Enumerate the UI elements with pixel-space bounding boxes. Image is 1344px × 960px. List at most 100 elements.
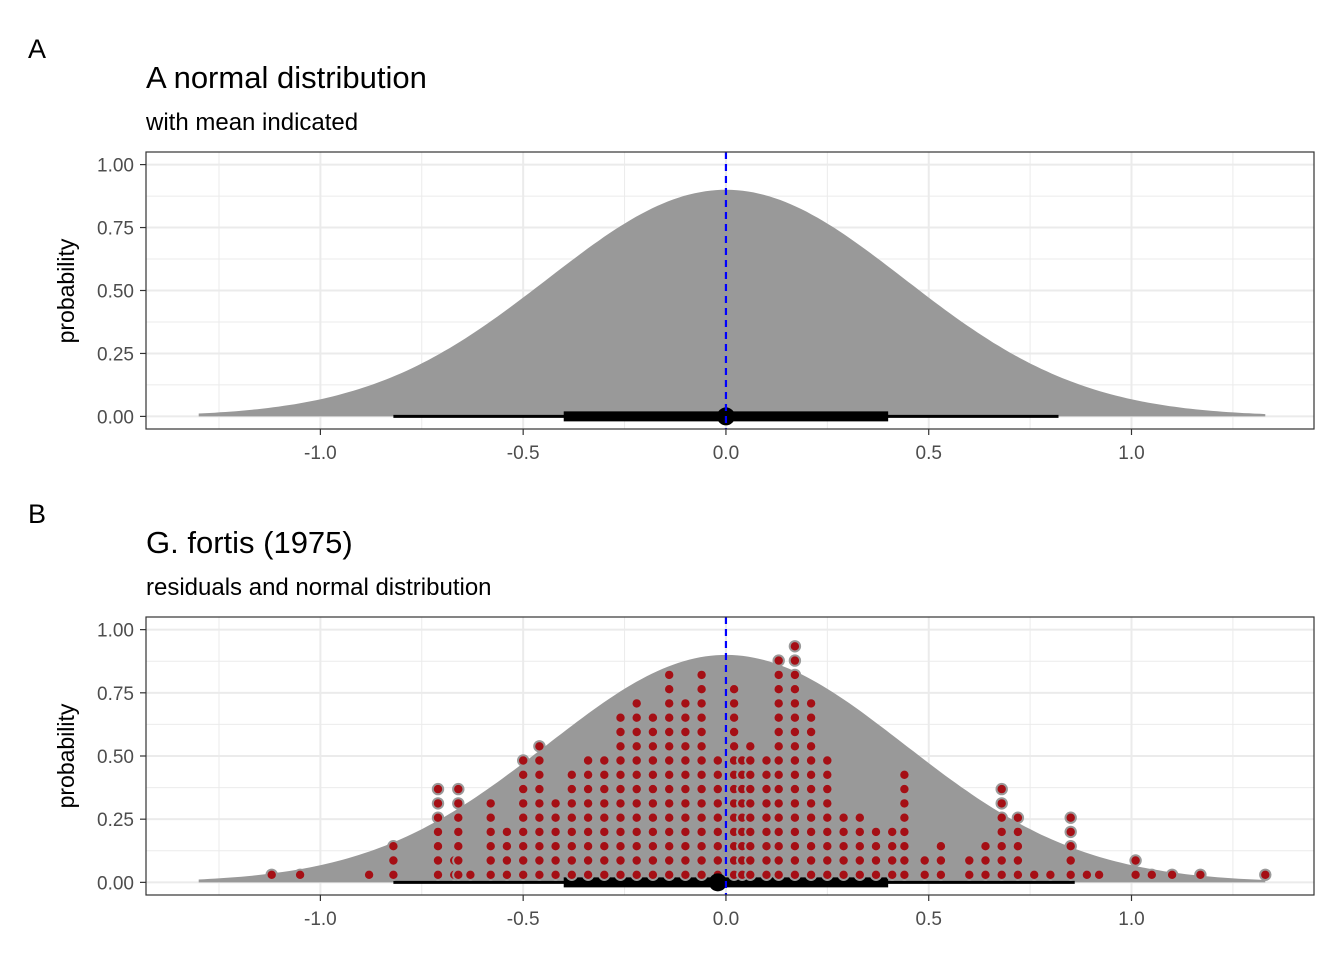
- residual-dot: [804, 868, 818, 881]
- residual-dot: [663, 868, 676, 881]
- residual-dot: [1044, 868, 1057, 881]
- residual-dot: [1145, 868, 1159, 881]
- residual-dot: [581, 768, 595, 781]
- panel-b: B G. fortis (1975) residuals and normal …: [28, 499, 1315, 930]
- residual-dot: [772, 740, 785, 753]
- residual-dot: [772, 797, 785, 810]
- residual-dot: [788, 683, 802, 696]
- residual-dot: [484, 868, 497, 881]
- residual-dot: [963, 854, 976, 867]
- plot-area-a: -1.0 -0.5 0.0 0.5 1.0 0.00 0.25 0.50 0.75 1.00: [97, 151, 1315, 464]
- residual-dot: [533, 854, 546, 867]
- residual-dot: [788, 740, 802, 753]
- residual-dot: [663, 740, 676, 753]
- residual-dot: [431, 811, 445, 824]
- residual-dot: [646, 740, 660, 753]
- residual-dot: [788, 640, 802, 653]
- residual-dot: [663, 825, 676, 839]
- residual-dot: [695, 825, 708, 839]
- residual-dot: [614, 782, 627, 796]
- residual-dot: [695, 840, 708, 853]
- residual-dot: [387, 854, 400, 867]
- residual-dot: [1064, 825, 1077, 839]
- residual-dot: [727, 740, 741, 753]
- residual-dot: [679, 740, 692, 753]
- residual-dot: [1064, 811, 1077, 824]
- residual-dot: [837, 811, 850, 824]
- residual-dot: [788, 840, 802, 853]
- residual-dot: [517, 825, 530, 839]
- residual-dot: [565, 825, 578, 839]
- residual-dot: [431, 782, 445, 796]
- residual-dot: [679, 768, 692, 781]
- residual-dot: [598, 797, 611, 810]
- residual-dot: [517, 854, 530, 867]
- residual-dot: [533, 825, 546, 839]
- residual-dot: [679, 797, 692, 810]
- y-axis-label-a: probability: [53, 238, 79, 343]
- residual-dot: [744, 740, 757, 753]
- residual-dot: [869, 868, 883, 881]
- residual-dot: [614, 868, 627, 881]
- panel-tag-a: A: [28, 34, 46, 64]
- residual-dot: [934, 840, 948, 853]
- residual-dot: [744, 825, 757, 839]
- residual-dot: [598, 782, 611, 796]
- residual-dot: [760, 782, 773, 796]
- residual-dot: [517, 754, 530, 767]
- residual-dot: [804, 825, 818, 839]
- point-estimate-b: [708, 873, 727, 892]
- residual-dot: [788, 854, 802, 867]
- residual-dot: [804, 711, 818, 724]
- residual-dot: [533, 840, 546, 853]
- residual-dot: [788, 668, 802, 682]
- density-area-b: [198, 654, 1266, 883]
- residual-dot: [646, 711, 660, 724]
- residual-dot: [711, 768, 724, 781]
- residual-dot: [533, 782, 546, 796]
- residual-dot: [598, 811, 611, 824]
- residual-dot: [744, 754, 757, 767]
- residual-dot: [744, 768, 757, 781]
- residual-dot: [898, 811, 911, 824]
- residual-dot: [804, 768, 818, 781]
- residual-dot: [1064, 840, 1077, 853]
- residual-dot: [646, 825, 660, 839]
- residual-dot: [821, 797, 834, 810]
- chart-subtitle-a: with mean indicated: [145, 109, 358, 136]
- residual-dot: [727, 711, 741, 724]
- residual-dot: [533, 740, 546, 753]
- residual-dot: [788, 654, 802, 667]
- residual-dot: [821, 782, 834, 796]
- residual-dot: [549, 811, 562, 824]
- residual-dot: [744, 797, 757, 810]
- residual-dot: [517, 840, 530, 853]
- residual-dot: [581, 811, 595, 824]
- residual-dot: [1259, 868, 1272, 881]
- y-tick-label-a: 0.75: [97, 219, 134, 240]
- y-tick-label-a: 0.50: [97, 282, 134, 303]
- residual-dot: [646, 868, 660, 881]
- residual-dot: [804, 797, 818, 810]
- residual-dot: [431, 825, 445, 839]
- residual-dot: [788, 868, 802, 881]
- residual-dot: [760, 825, 773, 839]
- residual-dot: [788, 697, 802, 710]
- panel-a: A A normal distribution with mean indica…: [28, 34, 1315, 464]
- residual-dot: [821, 825, 834, 839]
- residual-dot: [837, 825, 850, 839]
- residual-dot: [695, 711, 708, 724]
- residual-dot: [630, 697, 643, 710]
- residual-dot: [464, 868, 477, 881]
- residual-dot: [695, 725, 708, 739]
- panel-tag-b: B: [28, 499, 46, 529]
- residual-dot: [517, 868, 530, 881]
- y-axis-label-b: probability: [53, 703, 79, 808]
- residual-dot: [679, 854, 692, 867]
- residual-dot: [549, 854, 562, 867]
- residual-dot: [452, 854, 465, 867]
- residual-dot: [646, 754, 660, 767]
- residual-dot: [869, 840, 883, 853]
- y-tick-label-a: 1.00: [97, 156, 134, 177]
